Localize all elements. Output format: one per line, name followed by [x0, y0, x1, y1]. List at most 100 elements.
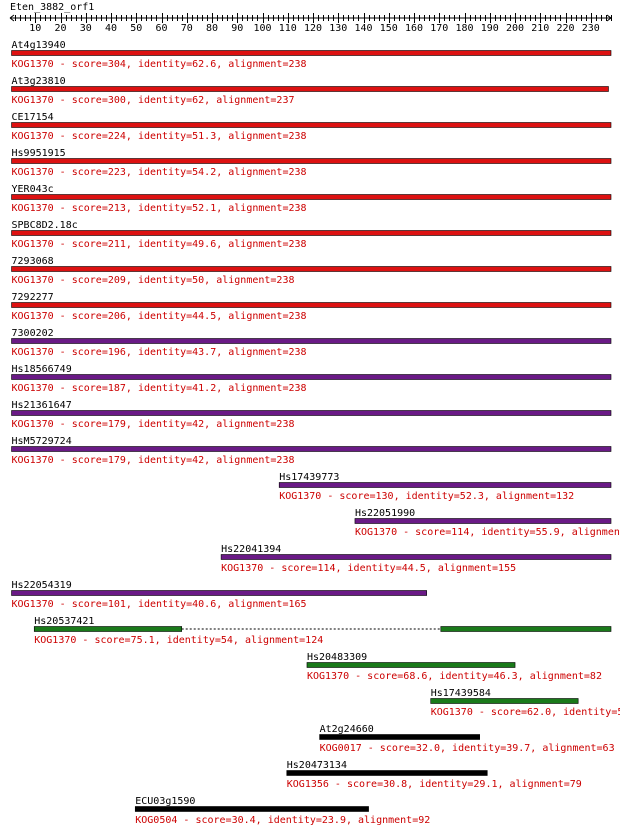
hit-row: YER043c KOG1370 - score=213, identity=52.…	[11, 184, 612, 214]
hit-name: At4g13940	[12, 40, 66, 51]
hit-tracks: At4g13940 KOG1370 - score=304, identity=6…	[11, 40, 620, 826]
tick-label: 10	[29, 23, 41, 34]
hit-name: SPBC8D2.18c	[12, 220, 78, 231]
tick-label: 20	[54, 23, 66, 34]
tick-label: 140	[354, 23, 372, 34]
hit-description: KOG1370 - score=196, identity=43.7, alig…	[12, 347, 307, 358]
hit-description: KOG1370 - score=187, identity=41.2, alig…	[12, 383, 307, 394]
alignment-bar	[33, 626, 183, 632]
hit-name: HsM5729724	[12, 436, 72, 447]
hit-name: CE17154	[12, 112, 54, 123]
hit-row: At4g13940 KOG1370 - score=304, identity=6…	[11, 40, 612, 70]
alignment-bar	[430, 698, 579, 704]
tick-label: 60	[155, 23, 167, 34]
tick-label: 130	[329, 23, 347, 34]
alignment-bar	[319, 734, 480, 740]
hit-row: ECU03g1590 KOG0504 - score=30.4, identity…	[134, 796, 430, 826]
alignment-bar	[306, 662, 516, 668]
hit-row: SPBC8D2.18c KOG1370 - score=211, identity…	[11, 220, 612, 250]
hit-name: 7293068	[12, 256, 54, 267]
tick-label: 170	[430, 23, 448, 34]
hit-description: KOG1370 - score=101, identity=40.6, alig…	[12, 599, 307, 610]
hit-description: KOG1370 - score=114, identity=44.5, alig…	[221, 563, 516, 574]
hit-name: YER043c	[12, 184, 54, 195]
alignment-bar	[11, 410, 612, 416]
tick-label: 70	[181, 23, 193, 34]
ruler-axis: 10 20 30 40 50 60 70 80 90 100 110 120 130 140 150 160 1…	[9, 13, 612, 34]
hit-description: KOG1370 - score=304, identity=62.6, alig…	[12, 59, 307, 70]
hit-description: KOG1370 - score=209, identity=50, alignm…	[12, 275, 295, 286]
alignment-bar	[11, 338, 612, 344]
hit-row: Hs20537421 KOG1370 - score=75.1, identity…	[33, 616, 612, 646]
hit-name: Hs22041394	[221, 544, 281, 555]
tick-label: 90	[231, 23, 243, 34]
hit-name: Hs9951915	[12, 148, 66, 159]
alignment-bar	[286, 770, 488, 776]
hit-description: KOG1370 - score=114, identity=55.9, alig…	[355, 527, 620, 538]
hit-name: Hs21361647	[12, 400, 72, 411]
alignment-bar	[11, 158, 612, 164]
hit-description: KOG1370 - score=62.0, identity=53.8, ali…	[431, 707, 620, 718]
alignment-bar	[11, 194, 612, 200]
hit-name: Hs22051990	[355, 508, 415, 519]
hit-description: KOG0504 - score=30.4, identity=23.9, ali…	[135, 815, 430, 826]
hit-row: Hs22054319 KOG1370 - score=101, identity=…	[11, 580, 427, 610]
hit-row: Hs17439584 KOG1370 - score=62.0, identity…	[430, 688, 620, 718]
hit-description: KOG1370 - score=213, identity=52.1, alig…	[12, 203, 307, 214]
tick-label: 190	[481, 23, 499, 34]
hit-description: KOG1370 - score=206, identity=44.5, alig…	[12, 311, 307, 322]
hit-name: 7292277	[12, 292, 54, 303]
tick-label: 100	[253, 23, 271, 34]
hit-name: Hs17439584	[431, 688, 491, 699]
tick-label: 30	[80, 23, 92, 34]
hit-row: 7292277 KOG1370 - score=206, identity=44.…	[11, 292, 612, 322]
hit-row: Hs9951915 KOG1370 - score=223, identity=5…	[11, 148, 612, 178]
tick-label: 230	[582, 23, 600, 34]
alignment-bar	[11, 374, 612, 380]
tick-label: 200	[506, 23, 524, 34]
hit-description: KOG1370 - score=179, identity=42, alignm…	[12, 455, 295, 466]
alignment-bar	[11, 302, 612, 308]
alignment-bar	[354, 518, 612, 524]
hit-name: Hs22054319	[12, 580, 72, 591]
hit-row: Hs20473134 KOG1356 - score=30.8, identity…	[286, 760, 582, 790]
hit-description: KOG1370 - score=68.6, identity=46.3, ali…	[307, 671, 602, 682]
tick-label: 160	[405, 23, 423, 34]
hit-row: Hs18566749 KOG1370 - score=187, identity=…	[11, 364, 612, 394]
hit-description: KOG1370 - score=224, identity=51.3, alig…	[12, 131, 307, 142]
alignment-bar	[134, 806, 369, 812]
alignment-bar	[11, 590, 427, 596]
hit-name: Hs17439773	[279, 472, 339, 483]
hit-name: Hs20473134	[287, 760, 347, 771]
hit-name: Hs18566749	[12, 364, 72, 375]
hit-row: At2g24660 KOG0017 - score=32.0, identity=…	[319, 724, 615, 754]
alignment-bar	[11, 446, 612, 452]
tick-label: 120	[304, 23, 322, 34]
hit-row: At3g23810 KOG1370 - score=300, identity=6…	[11, 76, 609, 106]
hit-row: Hs21361647 KOG1370 - score=179, identity=…	[11, 400, 612, 430]
alignment-bar	[278, 482, 612, 488]
alignment-bar	[11, 86, 609, 92]
hit-description: KOG1370 - score=179, identity=42, alignm…	[12, 419, 295, 430]
hit-description: KOG1370 - score=223, identity=54.2, alig…	[12, 167, 307, 178]
alignment-bar	[11, 122, 612, 128]
alignment-bar	[11, 50, 612, 56]
tick-label: 50	[130, 23, 142, 34]
alignment-bar	[220, 554, 612, 560]
alignment-bar	[11, 266, 612, 272]
alignment-bar	[11, 230, 612, 236]
hit-name: Hs20537421	[34, 616, 94, 627]
hit-row: Hs17439773 KOG1370 - score=130, identity=…	[278, 472, 612, 502]
hit-row: Hs22051990 KOG1370 - score=114, identity=…	[354, 508, 620, 538]
hit-name: At2g24660	[320, 724, 374, 735]
query-title: Eten_3882_orf1	[10, 2, 94, 13]
tick-label: 210	[531, 23, 549, 34]
hit-name: Hs20483309	[307, 652, 367, 663]
tick-label: 80	[206, 23, 218, 34]
hit-row: 7293068 KOG1370 - score=209, identity=50,…	[11, 256, 612, 286]
hit-description: KOG1370 - score=75.1, identity=54, align…	[34, 635, 323, 646]
hit-description: KOG0017 - score=32.0, identity=39.7, ali…	[320, 743, 615, 754]
hit-row: HsM5729724 KOG1370 - score=179, identity=…	[11, 436, 612, 466]
hit-name: At3g23810	[12, 76, 66, 87]
